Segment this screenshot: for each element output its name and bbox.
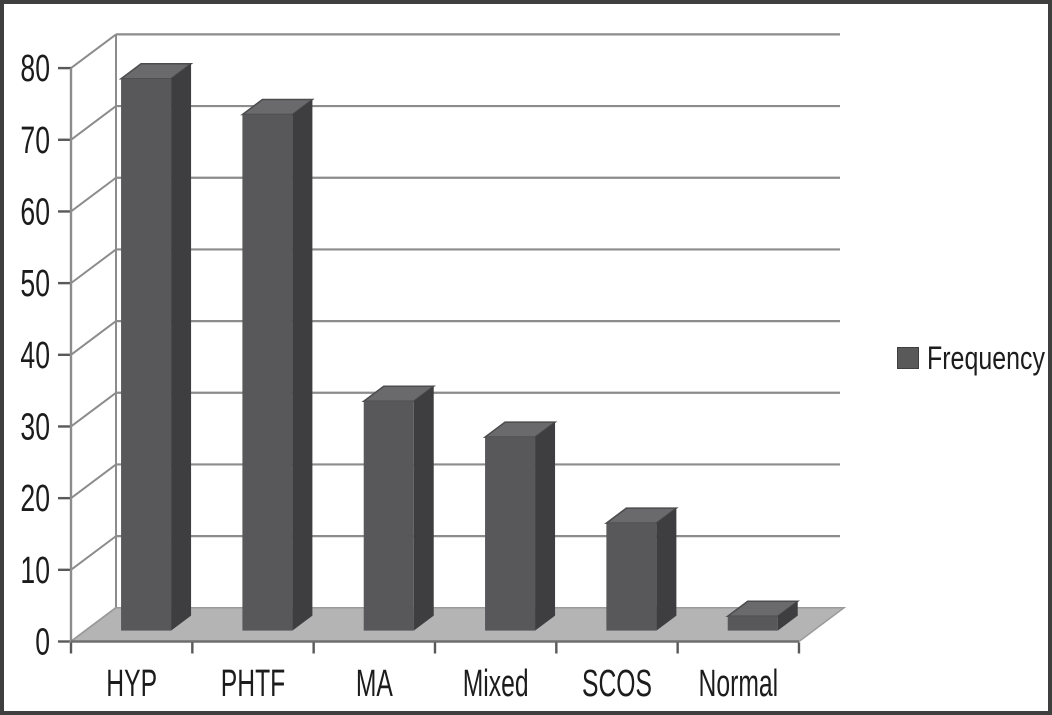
bar-side-PHTF xyxy=(292,99,313,631)
bar-chart-3d: 0 10 20 30 40 50 60 70 80 HYP PHTF MA Mixed SCOS Norma… xyxy=(20,33,847,705)
bar-SCOS xyxy=(606,523,657,631)
legend-label: Frequency xyxy=(927,339,1045,376)
bar-PHTF xyxy=(242,114,293,631)
legend: Frequency xyxy=(897,340,1048,376)
legend-square-icon xyxy=(897,347,919,369)
bar-Normal xyxy=(727,616,778,631)
bar-HYP xyxy=(121,78,172,631)
tick-label-10: 10 xyxy=(20,548,50,591)
wall-diagonal-40 xyxy=(70,320,117,356)
tick-label-40: 40 xyxy=(20,333,50,376)
tick-label-0: 0 xyxy=(35,620,50,663)
wall-diagonal-80 xyxy=(70,33,117,69)
bar-side-SCOS xyxy=(656,508,677,631)
tick-label-30: 30 xyxy=(20,405,50,448)
bar-Mixed xyxy=(485,437,536,631)
category-label-HYP: HYP xyxy=(106,662,157,705)
tick-label-60: 60 xyxy=(20,190,50,233)
wall-diagonal-20 xyxy=(70,463,117,499)
bar-side-MA xyxy=(413,386,434,631)
tick-label-80: 80 xyxy=(20,46,50,89)
category-label-Mixed: Mixed xyxy=(463,662,529,705)
wall-diagonal-70 xyxy=(70,105,117,141)
wall-diagonal-60 xyxy=(70,176,117,213)
category-label-Normal: Normal xyxy=(699,662,779,705)
bar-side-HYP xyxy=(171,63,192,631)
tick-label-50: 50 xyxy=(20,261,50,304)
wall-diagonal-50 xyxy=(70,248,117,284)
category-label-SCOS: SCOS xyxy=(582,662,652,705)
category-label-PHTF: PHTF xyxy=(221,662,285,705)
wall-diagonal-10 xyxy=(70,535,117,571)
bar-side-Mixed xyxy=(535,422,556,631)
tick-label-70: 70 xyxy=(20,118,50,161)
wall-diagonal-30 xyxy=(70,391,117,428)
tick-label-20: 20 xyxy=(20,476,50,519)
bar-MA xyxy=(363,401,414,631)
category-label-MA: MA xyxy=(356,662,394,705)
bar-side-Normal xyxy=(777,601,798,631)
